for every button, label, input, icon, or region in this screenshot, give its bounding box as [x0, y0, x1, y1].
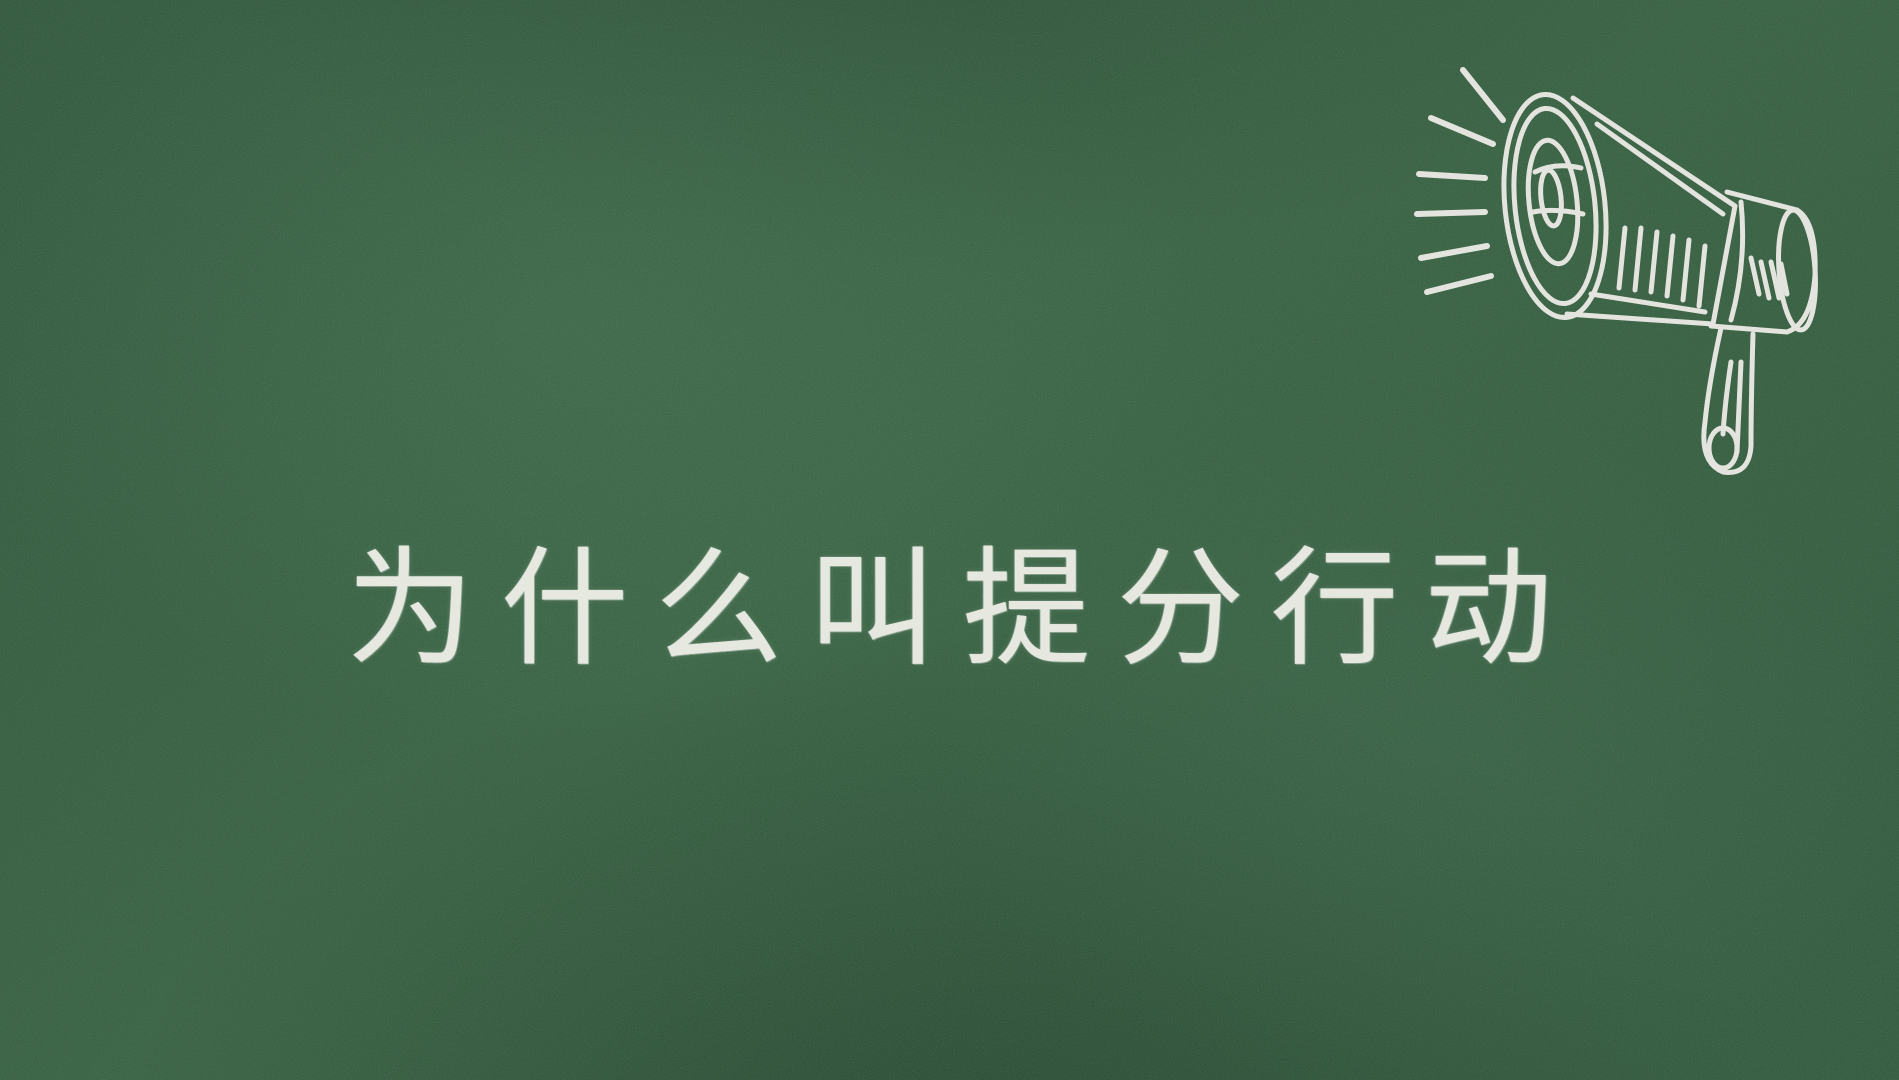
megaphone-icon — [1405, 62, 1825, 502]
slide-title: 为什么叫提分行动 — [346, 535, 1579, 684]
